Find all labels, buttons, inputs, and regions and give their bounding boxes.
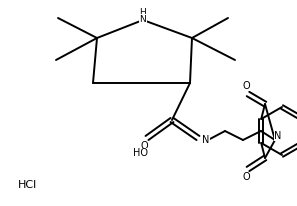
Text: O: O xyxy=(242,81,250,91)
Text: O: O xyxy=(140,141,148,151)
Text: N: N xyxy=(202,135,210,145)
Text: HCl: HCl xyxy=(18,180,37,190)
Text: HO: HO xyxy=(132,148,148,158)
Text: N: N xyxy=(140,14,146,23)
Text: H: H xyxy=(140,7,146,16)
Text: O: O xyxy=(242,172,250,182)
Text: N: N xyxy=(274,131,282,141)
